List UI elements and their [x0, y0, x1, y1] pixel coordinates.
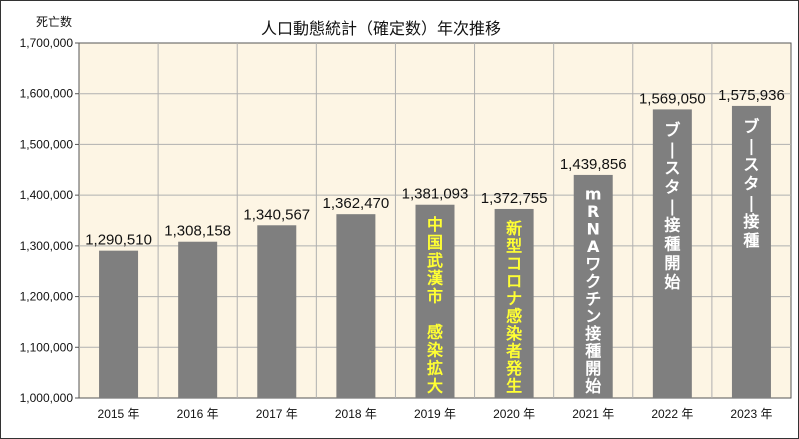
data-label: 1,439,856 — [560, 156, 627, 173]
y-tick-label: 1,700,000 — [20, 36, 74, 50]
bar — [573, 174, 613, 398]
y-tick-label: 1,000,000 — [20, 391, 74, 405]
y-tick-label: 1,600,000 — [20, 87, 74, 101]
data-label: 1,569,050 — [639, 90, 706, 107]
y-axis-ticks: 1,000,000 1,100,000 1,200,000 1,300,000 1,40… — [20, 36, 79, 405]
bars — [99, 105, 771, 399]
y-tick-label: 1,300,000 — [20, 239, 74, 253]
data-label: 1,381,093 — [402, 186, 469, 203]
x-tick-label: 2019 年 — [414, 407, 456, 421]
bar — [415, 204, 455, 398]
data-label: 1,308,158 — [164, 223, 231, 240]
bar — [494, 208, 534, 398]
x-tick-label: 2017 年 — [256, 407, 298, 421]
x-tick-label: 2018 年 — [335, 407, 377, 421]
x-tick-label: 2021 年 — [572, 407, 614, 421]
bar — [336, 214, 376, 398]
x-tick-label: 2023 年 — [730, 407, 772, 421]
bar-annotation: 新型コロナ感染者発生 — [505, 219, 523, 396]
x-axis-ticks: 2015 年 2016 年 2017 年 2018 年 2019 年 2020 年 2021… — [98, 407, 773, 421]
bar — [178, 241, 218, 398]
bar — [652, 109, 692, 399]
y-tick-label: 1,100,000 — [20, 340, 74, 354]
y-tick-label: 1,400,000 — [20, 188, 74, 202]
data-label: 1,362,470 — [323, 195, 390, 212]
x-tick-label: 2020 年 — [493, 407, 535, 421]
data-label: 1,340,567 — [243, 206, 310, 223]
bar-annotation: 中国武漢市 感染拡大 — [426, 215, 444, 395]
y-tick-label: 1,200,000 — [20, 290, 74, 304]
bar — [731, 105, 771, 398]
bar-annotation: ブ|スタ|接種 — [743, 117, 759, 250]
data-labels: 1,290,510 1,308,158 1,340,567 1,362,470 1,38… — [85, 87, 785, 249]
y-axis-label: 死亡数 — [36, 14, 72, 29]
x-tick-label: 2015 年 — [98, 407, 140, 421]
data-label: 1,372,755 — [481, 190, 548, 207]
chart-title: 人口動態統計（確定数）年次推移 — [261, 19, 501, 38]
bar — [257, 225, 297, 398]
x-tick-label: 2016 年 — [177, 407, 219, 421]
data-label: 1,575,936 — [718, 87, 785, 104]
x-tick-label: 2022 年 — [651, 407, 693, 421]
data-label: 1,290,510 — [85, 232, 152, 249]
bar-annotation: ブ|スタ|接種開始 — [664, 121, 680, 292]
bar — [99, 250, 139, 398]
annotations: 中国武漢市 感染拡大 新型コロナ感染者発生 m R N A ワクチン接種開始 ブ|スタ|接種開… — [426, 117, 759, 395]
bar-annotation: m R N A ワクチン接種開始 — [585, 185, 602, 396]
y-tick-label: 1,500,000 — [20, 137, 74, 151]
